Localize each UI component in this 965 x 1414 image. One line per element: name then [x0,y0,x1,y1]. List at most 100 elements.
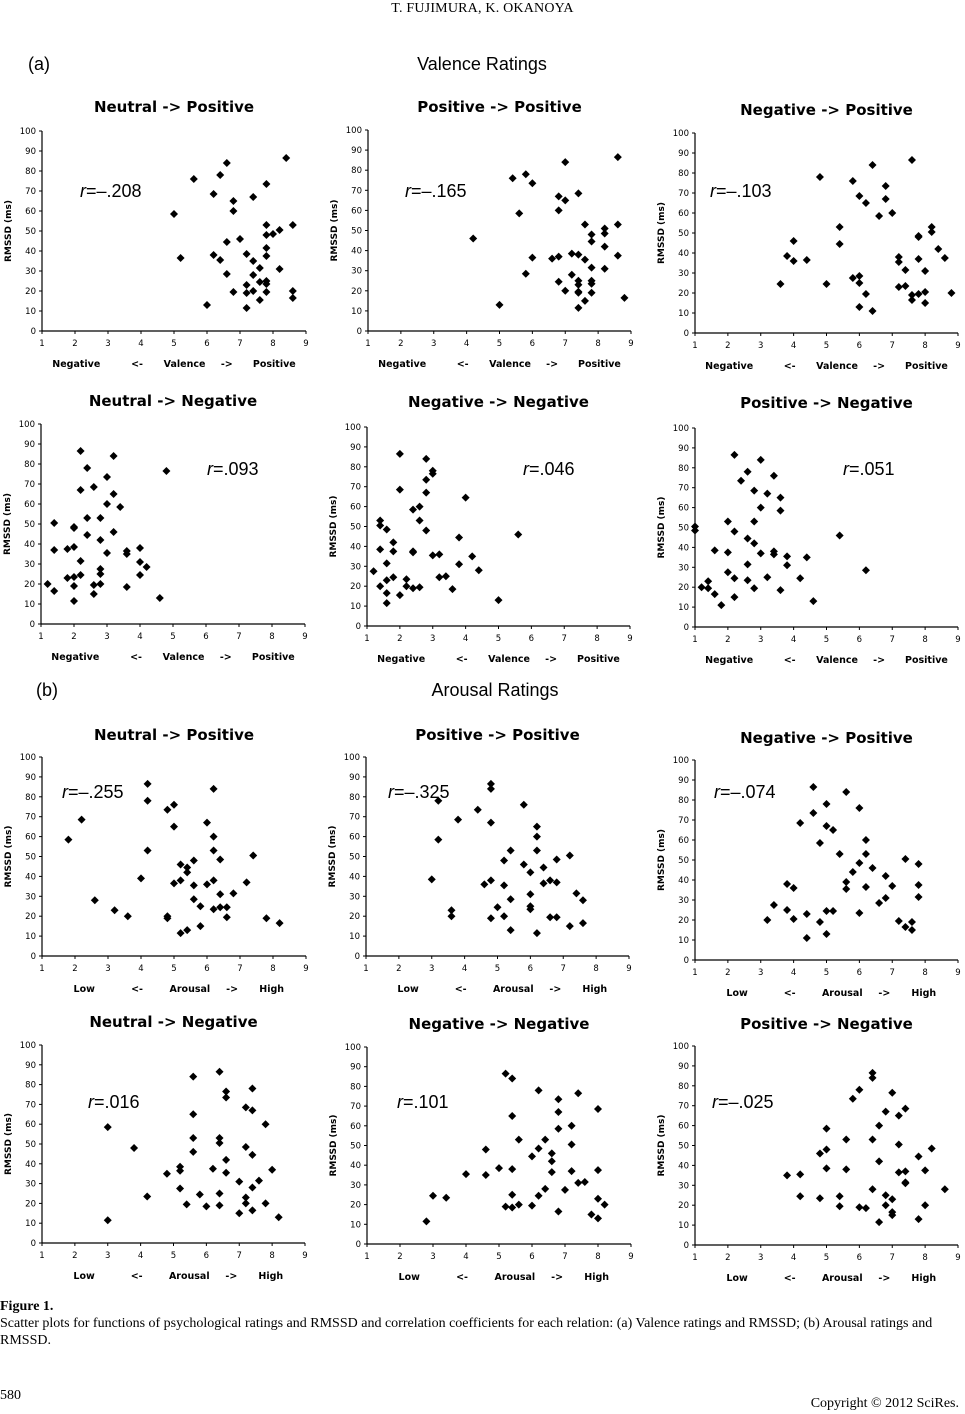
y-tick-label: 80 [25,793,36,803]
data-point [914,233,923,241]
data-point [620,293,629,302]
x-tick-label: 6 [203,632,208,642]
y-tick-label: 80 [25,167,36,177]
data-point [176,1184,185,1193]
data-point [422,488,431,497]
data-point [96,570,105,578]
x-axis-label-part: -> [546,359,558,370]
x-axis-label-part: Positive [578,359,621,370]
data-point [600,1200,609,1209]
data-point [501,1069,510,1078]
y-tick-label: 20 [25,287,36,297]
correlation-r-symbol: r [714,782,721,802]
x-tick-label: 2 [72,1251,77,1261]
y-tick-label: 90 [678,1062,689,1072]
x-axis-label-part: -> [878,988,890,999]
correlation-label: r=–.165 [405,181,467,201]
data-point [262,231,271,239]
y-tick-label: 10 [25,932,36,942]
data-point [229,197,238,205]
data-point [428,469,437,478]
data-point [508,1190,517,1199]
y-tick-label: 70 [678,484,689,494]
data-point [534,1086,543,1095]
data-point [539,879,548,888]
data-point [894,917,903,925]
data-point [76,447,85,455]
data-point [176,254,185,262]
y-tick-label: 50 [25,227,36,237]
data-point [222,1155,231,1164]
y-tick-label: 40 [351,247,362,257]
y-tick-label: 50 [678,229,689,239]
data-point [875,1121,884,1130]
x-tick-label: 9 [628,1252,633,1262]
x-tick-label: 3 [105,964,110,974]
y-tick-label: 0 [355,952,360,962]
correlation-value: =–.025 [718,1092,774,1112]
data-point [730,593,739,602]
y-tick-label: 30 [349,892,360,902]
data-point [262,180,271,188]
data-point [587,230,596,239]
data-point [574,276,583,285]
data-point [855,303,864,311]
data-point [881,1191,890,1200]
x-tick-label: 5 [824,968,829,978]
data-point [70,524,78,532]
correlation-label: r=–.325 [388,782,450,802]
data-point [704,584,713,593]
data-point [829,826,838,834]
data-point [894,1168,903,1177]
correlation-label: r=–.074 [714,782,776,802]
y-tick-label: 20 [678,1201,689,1211]
y-tick-label: 70 [678,189,689,199]
data-point [170,822,178,831]
data-point [888,209,897,217]
data-point [907,156,916,164]
x-axis-label-part: -> [551,1272,563,1283]
data-point [822,907,831,915]
data-point [802,256,811,264]
data-point [875,1218,884,1227]
data-point [789,257,798,265]
data-point [848,868,857,876]
x-tick-label: 2 [396,964,401,974]
data-point [455,560,464,569]
y-axis-label: RMSSD (ms) [657,829,667,891]
data-point [508,1111,517,1120]
data-point [494,596,503,605]
data-point [822,800,831,808]
x-tick-label: 1 [39,964,44,974]
y-tick-label: 70 [25,187,36,197]
x-tick-label: 5 [824,1253,829,1263]
data-point [448,585,457,594]
y-tick-label: 10 [24,600,35,610]
x-tick-label: 6 [530,339,535,349]
data-point [848,274,857,282]
x-axis-label-part: Valence [489,359,531,370]
data-point [848,1094,857,1103]
x-axis-label-part: Positive [905,361,948,372]
correlation-value: =–.074 [720,782,776,802]
data-point [835,223,844,231]
x-axis-label-part: -> [873,361,885,372]
data-point [216,855,225,864]
data-point [236,235,244,243]
data-point [182,1200,191,1209]
correlation-value: =.016 [94,1092,140,1112]
plot-title: Neutral -> Positive [94,726,254,744]
data-point [170,210,178,218]
data-point [815,1149,824,1158]
plot-title: Positive -> Positive [417,98,582,116]
y-tick-label: 60 [25,1120,36,1130]
correlation-r-symbol: r [388,782,395,802]
x-tick-label: 1 [39,1251,44,1261]
x-axis-label-part: Valence [164,359,206,370]
x-tick-label: 3 [430,634,435,644]
data-point [254,1176,263,1185]
y-tick-label: 20 [678,916,689,926]
data-point [441,572,450,581]
data-point [894,253,903,261]
data-point [855,192,864,200]
